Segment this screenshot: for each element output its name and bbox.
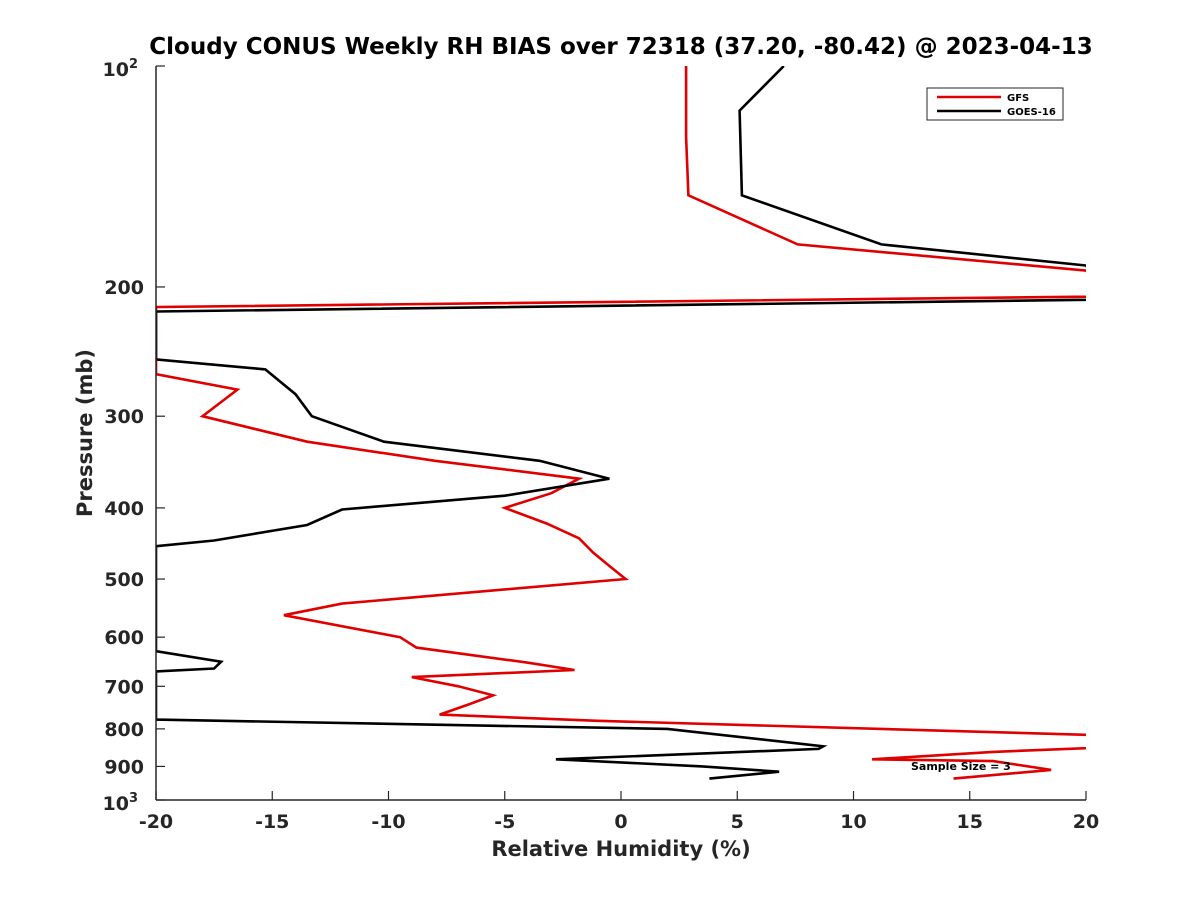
legend: GFS GOES-16 [926, 87, 1064, 121]
y-tick-label-bottom: 103 [103, 791, 139, 815]
legend-box [926, 87, 1064, 121]
series-line-gfs [156, 66, 1086, 780]
x-tick-label: 10 [840, 811, 866, 833]
y-tick-label-top: 102 [103, 57, 139, 81]
x-tick-label: 15 [957, 811, 983, 833]
y-tick-label: 900 [104, 756, 144, 778]
y-top-base: 10 [103, 59, 129, 81]
x-tick-label: -10 [371, 811, 405, 833]
y-bottom-exponent: 3 [129, 791, 138, 806]
x-tick-label: 5 [731, 811, 744, 833]
series-line-goes-16 [156, 66, 1086, 780]
y-top-exponent: 2 [129, 57, 138, 72]
x-axis-label: Relative Humidity (%) [491, 837, 750, 861]
y-axis-label: Pressure (mb) [73, 349, 97, 517]
series-layer [156, 66, 1086, 780]
plot-area [156, 66, 1086, 800]
chart-title: Cloudy CONUS Weekly RH BIAS over 72318 (… [149, 34, 1092, 60]
y-tick-label: 500 [104, 569, 144, 591]
x-tick-label: 0 [614, 811, 627, 833]
x-ticks: -20 -15 -10 -5 0 5 10 15 20 [139, 791, 1099, 833]
x-tick-label: -20 [139, 811, 173, 833]
y-tick-label: 800 [104, 719, 144, 741]
sample-size-annotation: Sample Size = 3 [911, 760, 1011, 773]
legend-label-goes16: GOES-16 [1007, 107, 1056, 118]
y-tick-label: 700 [104, 676, 144, 698]
y-tick-label: 300 [104, 406, 144, 428]
y-ticks: 200 300 400 500 600 700 800 900 [104, 65, 165, 801]
y-tick-label: 200 [104, 277, 144, 299]
x-tick-label: -5 [494, 811, 515, 833]
x-tick-label: 20 [1073, 811, 1099, 833]
y-bottom-base: 10 [103, 793, 129, 815]
x-tick-label: -15 [255, 811, 289, 833]
legend-label-gfs: GFS [1007, 93, 1029, 104]
y-tick-label: 600 [104, 627, 144, 649]
y-tick-label: 400 [104, 498, 144, 520]
